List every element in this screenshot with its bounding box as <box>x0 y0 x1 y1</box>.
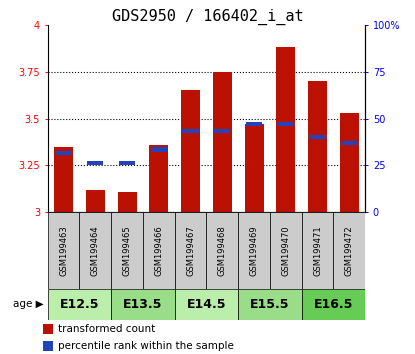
Bar <box>310 135 326 139</box>
Bar <box>308 81 327 212</box>
Bar <box>48 289 111 320</box>
Bar <box>175 212 207 289</box>
Bar <box>214 129 230 133</box>
Text: transformed count: transformed count <box>58 325 155 335</box>
Text: age ▶: age ▶ <box>13 299 44 309</box>
Bar <box>302 212 334 289</box>
Bar <box>117 192 137 212</box>
Bar <box>238 289 302 320</box>
Bar <box>213 72 232 212</box>
Text: GSM199469: GSM199469 <box>249 225 259 276</box>
Bar <box>80 212 111 289</box>
Text: GSM199465: GSM199465 <box>122 225 132 276</box>
Text: E14.5: E14.5 <box>187 298 226 311</box>
Bar <box>207 212 238 289</box>
Bar <box>87 161 103 165</box>
Bar <box>43 341 53 350</box>
Bar <box>143 212 175 289</box>
Bar <box>246 122 262 126</box>
Bar <box>238 212 270 289</box>
Text: GSM199468: GSM199468 <box>218 225 227 276</box>
Bar <box>149 145 168 212</box>
Bar <box>54 147 73 212</box>
Bar <box>302 289 365 320</box>
Bar <box>111 212 143 289</box>
Bar <box>270 212 302 289</box>
Text: percentile rank within the sample: percentile rank within the sample <box>58 341 234 350</box>
Bar <box>119 161 135 165</box>
Text: E12.5: E12.5 <box>60 298 99 311</box>
Bar <box>278 122 294 126</box>
Text: GDS2950 / 166402_i_at: GDS2950 / 166402_i_at <box>112 9 303 25</box>
Bar <box>111 289 175 320</box>
Bar <box>276 47 295 212</box>
Bar <box>48 212 80 289</box>
Bar <box>244 124 264 212</box>
Text: E15.5: E15.5 <box>250 298 290 311</box>
Bar <box>340 113 359 212</box>
Bar <box>151 148 167 152</box>
Text: GSM199464: GSM199464 <box>91 225 100 276</box>
Bar <box>181 90 200 212</box>
Text: E13.5: E13.5 <box>123 298 163 311</box>
Bar <box>56 151 72 155</box>
Text: GSM199463: GSM199463 <box>59 225 68 276</box>
Text: GSM199470: GSM199470 <box>281 225 290 276</box>
Bar <box>43 324 53 335</box>
Bar <box>341 141 357 145</box>
Text: E16.5: E16.5 <box>314 298 353 311</box>
Text: GSM199467: GSM199467 <box>186 225 195 276</box>
Bar <box>86 190 105 212</box>
Text: GSM199472: GSM199472 <box>345 225 354 276</box>
Text: GSM199471: GSM199471 <box>313 225 322 276</box>
Text: GSM199466: GSM199466 <box>154 225 164 276</box>
Bar <box>333 212 365 289</box>
Bar <box>175 289 238 320</box>
Bar <box>183 129 199 133</box>
